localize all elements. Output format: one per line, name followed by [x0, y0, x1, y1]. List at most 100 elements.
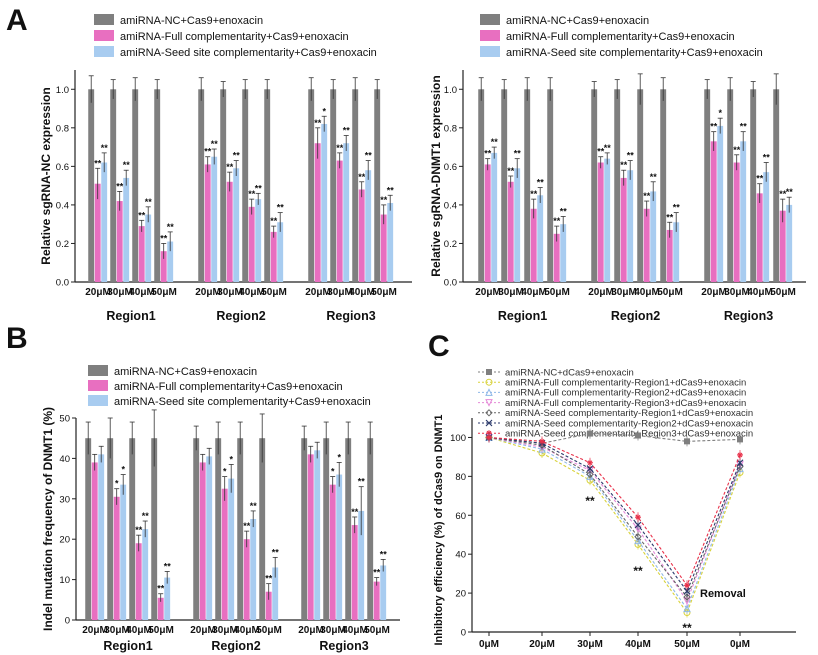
legend-a-left: amiRNA-NC+Cas9+enoxacin amiRNA-Full comp… — [94, 14, 377, 59]
x-tick-label: 50μM — [364, 625, 390, 636]
significance-label: ** — [351, 507, 359, 517]
legend-marker — [485, 399, 493, 407]
data-point — [486, 434, 492, 441]
x-tick-label: 20μM — [588, 287, 614, 298]
bar — [243, 539, 250, 620]
legend-label-full: amiRNA-Full complementarity+Cas9+enoxaci… — [114, 381, 343, 393]
bar — [123, 177, 130, 282]
x-tick-label: 50μM — [148, 625, 174, 636]
bar — [228, 478, 235, 620]
significance-label: ** — [250, 501, 258, 511]
bar — [673, 222, 680, 282]
x-tick-label: 50μM — [256, 625, 282, 636]
x-tick-label: 30μM — [320, 625, 346, 636]
significance-label: ** — [756, 174, 764, 184]
y-tick-label: 20 — [59, 535, 70, 546]
legend-label-full: amiRNA-Full complementarity+Cas9+enoxaci… — [120, 31, 349, 43]
significance-label: ** — [553, 216, 561, 226]
significance-label: ** — [682, 621, 692, 635]
significance-label: ** — [633, 564, 643, 578]
data-point — [635, 432, 641, 439]
legend-marker — [486, 369, 492, 375]
bar — [514, 168, 521, 282]
bar — [710, 141, 717, 282]
legend-label-seed: amiRNA-Seed site complementarity+Cas9+en… — [506, 47, 763, 59]
bar — [547, 89, 554, 282]
significance-label: ** — [211, 139, 219, 149]
series-line — [488, 436, 741, 587]
significance-label: ** — [710, 122, 718, 132]
y-tick-label: 0 — [65, 616, 70, 627]
significance-label: ** — [733, 145, 741, 155]
bar — [151, 438, 158, 620]
x-tick-label: 30μM — [107, 287, 133, 298]
y-tick-label: 30 — [59, 494, 70, 505]
legend-swatch-nc — [94, 14, 114, 25]
series-line — [488, 436, 741, 610]
legend-swatch-seed — [480, 46, 500, 57]
bar — [373, 581, 380, 620]
data-point — [684, 438, 690, 445]
legend-swatch-nc — [88, 365, 108, 376]
series-line — [488, 436, 741, 603]
bar — [507, 181, 514, 282]
significance-label: ** — [94, 158, 102, 168]
bar — [330, 89, 337, 282]
legend-label: amiRNA-Seed complementarity-Region1+dCas… — [505, 408, 753, 419]
bar — [277, 222, 284, 282]
x-tick-label: 20μM — [475, 287, 501, 298]
bar — [308, 89, 315, 282]
y-tick-label: 0.6 — [56, 162, 69, 173]
significance-label: ** — [138, 210, 146, 220]
x-tick-label: 30μM — [217, 287, 243, 298]
legend-label: amiRNA-Full complementarity-Region1+dCas… — [505, 378, 746, 389]
bar — [101, 162, 108, 282]
x-tick-label: 40μM — [349, 287, 375, 298]
y-tick-label: 0.2 — [444, 239, 457, 250]
region-label: Region2 — [216, 309, 265, 323]
bar — [199, 462, 206, 620]
bar — [91, 462, 98, 620]
x-tick-label: 30μM — [212, 625, 238, 636]
significance-label: * — [337, 452, 341, 462]
significance-label: ** — [763, 153, 771, 163]
y-axis-label: Indel mutation frequency of DNMT1 (%) — [41, 407, 55, 631]
legend-marker — [485, 388, 493, 396]
x-tick-label: 40μM — [234, 625, 260, 636]
y-tick-label: 40 — [455, 550, 466, 561]
significance-label: ** — [358, 172, 366, 182]
y-tick-label: 20 — [455, 589, 466, 600]
bar — [345, 438, 352, 620]
bar — [750, 89, 757, 282]
bar — [94, 183, 101, 282]
bar — [167, 241, 174, 282]
x-tick-label: 30μM — [724, 287, 750, 298]
bar — [321, 123, 328, 282]
significance-label: ** — [537, 178, 545, 188]
data-point — [634, 536, 642, 545]
bar — [204, 164, 211, 282]
x-tick-label: 50μM — [674, 639, 700, 650]
y-tick-label: 0.4 — [56, 200, 69, 211]
bar — [756, 193, 763, 282]
bar — [138, 226, 145, 282]
data-point — [586, 470, 594, 479]
data-point — [737, 436, 743, 443]
significance-label: ** — [255, 183, 263, 193]
x-tick-label: 50μM — [657, 287, 683, 298]
data-point — [635, 514, 641, 521]
significance-label: ** — [116, 181, 124, 191]
significance-label: ** — [560, 206, 568, 216]
bar — [226, 181, 233, 282]
x-tick-label: 50μM — [151, 287, 177, 298]
bar — [250, 519, 257, 620]
significance-label: ** — [373, 568, 381, 578]
significance-label: * — [223, 467, 227, 477]
bar — [157, 597, 164, 620]
data-point — [587, 430, 593, 437]
significance-label: * — [229, 454, 233, 464]
y-tick-label: 1.0 — [56, 85, 69, 96]
y-tick-label: 80 — [455, 472, 466, 483]
region-label: Region1 — [103, 639, 152, 653]
series-line — [488, 436, 741, 593]
